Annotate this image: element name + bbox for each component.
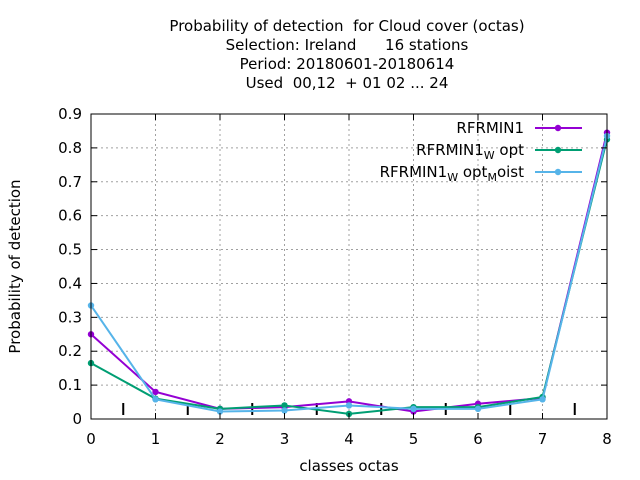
y-tick-label: 0.3 xyxy=(58,308,82,326)
legend-marker xyxy=(554,146,562,154)
y-tick-label: 0.2 xyxy=(58,342,82,360)
y-tick-label: 0 xyxy=(72,410,82,428)
data-point xyxy=(216,408,224,415)
x-tick-label: 1 xyxy=(151,430,161,448)
data-point xyxy=(152,396,159,403)
y-tick-label: 0.9 xyxy=(58,105,82,123)
legend-item-2: RFRMIN1W opt xyxy=(416,141,582,162)
y-axis-ticks: 0 0.1 0.2 0.3 0.4 0.5 0.6 0.7 0.8 0.9 xyxy=(58,105,607,428)
x-axis-ticks: 0 1 2 3 4 5 6 7 8 xyxy=(86,114,612,448)
legend-label: RFRMIN1W opt xyxy=(416,141,524,162)
chart-title-line-2: Selection: Ireland 16 stations xyxy=(225,36,469,54)
x-tick-label: 8 xyxy=(602,430,612,448)
x-axis-label: classes octas xyxy=(299,457,399,475)
legend-marker xyxy=(554,124,562,132)
series-1 xyxy=(87,129,611,415)
y-tick-label: 0.1 xyxy=(58,376,82,394)
y-tick-label: 0.8 xyxy=(58,139,82,157)
y-tick-label: 0.5 xyxy=(58,241,82,259)
series-3 xyxy=(87,132,611,415)
legend-label: RFRMIN1 xyxy=(456,119,524,137)
series-group xyxy=(87,129,611,418)
x-tick-label: 0 xyxy=(86,430,96,448)
x-tick-label: 4 xyxy=(344,430,354,448)
y-tick-label: 0.4 xyxy=(58,274,82,292)
y-tick-label: 0.6 xyxy=(58,207,82,225)
data-point xyxy=(345,402,353,409)
data-point xyxy=(474,405,482,413)
legend-item-1: RFRMIN1 xyxy=(456,119,582,137)
legend-marker xyxy=(554,168,562,176)
x-tick-label: 7 xyxy=(538,430,548,448)
x-tick-label: 5 xyxy=(409,430,419,448)
data-point xyxy=(539,396,546,403)
data-point xyxy=(410,405,417,413)
data-point xyxy=(152,388,159,396)
chart-title-line-1: Probability of detection for Cloud cover… xyxy=(169,17,525,35)
grid-lines xyxy=(91,114,607,419)
legend-label: RFRMIN1W optMoist xyxy=(380,163,525,184)
chart-title-line-4: Used 00,12 + 01 02 ... 24 xyxy=(245,74,449,92)
y-tick-label: 0.7 xyxy=(58,173,82,191)
x-tick-label: 3 xyxy=(280,430,290,448)
data-point xyxy=(281,407,288,414)
chart-title-line-3: Period: 20180601-20180614 xyxy=(239,55,455,73)
y-axis-label: Probability of detection xyxy=(6,179,24,353)
data-point xyxy=(281,402,288,409)
x-tick-label: 6 xyxy=(473,430,483,448)
x-tick-label: 2 xyxy=(215,430,225,448)
legend-item-3: RFRMIN1W optMoist xyxy=(380,163,582,184)
